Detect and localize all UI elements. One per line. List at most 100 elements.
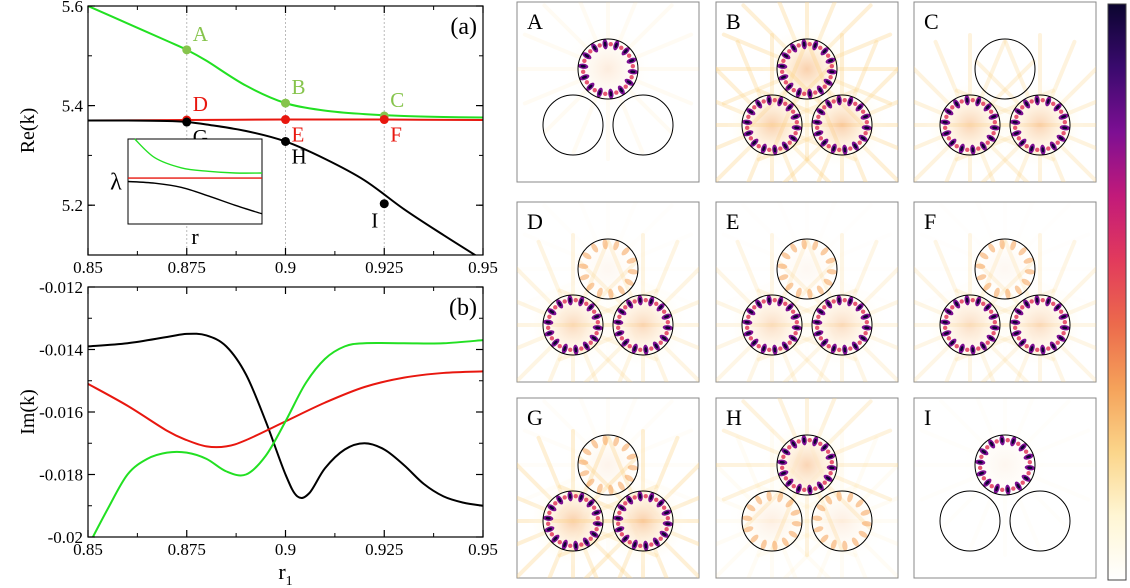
heatmap-label: F (924, 209, 936, 234)
b-series (88, 332, 483, 537)
heatmap-panel-a: A (516, 1, 700, 183)
field-hotspot (741, 515, 753, 521)
a-panel-label: (a) (450, 14, 477, 40)
inset-x-label: r (191, 224, 199, 249)
a-x-tick-label: 0.875 (168, 258, 206, 277)
field-hotspot (860, 509, 871, 516)
field-hotspot (624, 474, 634, 482)
b-ticks: 0.85 0.875 0.9 0.925 0.95 -0.02 -0.018 -0.016 -0… (39, 278, 498, 559)
field-hotspot (813, 526, 824, 533)
cavity-outline (939, 94, 1001, 156)
field-hotspot (579, 274, 590, 281)
a-series-black-line (88, 119, 477, 255)
heatmap-panel-h: H (715, 397, 899, 579)
point-e-marker (281, 115, 290, 125)
field-hotspot (617, 481, 625, 491)
point-e-label: E (292, 123, 305, 147)
cavity-outline (612, 490, 674, 552)
field-hotspot (811, 515, 823, 521)
cavity-outline (1009, 294, 1071, 356)
heatmap-label: C (924, 9, 939, 34)
b-y-axis-label: Im(k) (17, 389, 39, 435)
cavity-outline (741, 490, 803, 552)
a-ticks: 0.85 0.875 0.9 0.925 0.95 5.2 5.4 5.6 (62, 0, 498, 277)
field-hotspot (750, 534, 759, 543)
field-hotspot (1005, 288, 1011, 300)
field-hotspot (830, 539, 837, 550)
cavity-outline (577, 238, 639, 300)
b-series-red-line (88, 370, 483, 449)
b-x-tick-label: 0.925 (365, 540, 403, 559)
field-hotspot (613, 436, 620, 447)
field-hotspot (816, 504, 826, 512)
heatmap-label: A (527, 9, 543, 34)
b-y-tick-label: -0.016 (39, 403, 83, 422)
cavity-outline (811, 294, 873, 356)
field-hotspot (1018, 247, 1027, 256)
cavity-outline (542, 490, 604, 552)
field-hotspot (861, 521, 873, 527)
field-hotspot (781, 252, 791, 260)
field-hotspot (823, 278, 833, 286)
inset-frame (127, 138, 263, 225)
b-y-tick-label: -0.014 (39, 341, 83, 360)
field-hotspot (812, 240, 819, 251)
field-hotspot (746, 504, 756, 512)
a-x-tick-label: 0.85 (73, 258, 103, 277)
a-series-green-line (88, 6, 483, 119)
field-hotspot (596, 483, 603, 494)
b-x-tick-label: 0.9 (275, 540, 296, 559)
point-f-marker (379, 115, 389, 125)
field-hotspot (1014, 285, 1022, 295)
field-hotspot (801, 238, 807, 250)
field-hotspot (602, 434, 608, 446)
field-hotspot (743, 526, 754, 533)
heatmap-label: B (726, 9, 741, 34)
field-hotspot (979, 252, 989, 260)
field-hotspot (795, 287, 802, 298)
cavity-outline (776, 238, 838, 300)
field-hotspot (766, 490, 772, 502)
field-hotspot (617, 285, 625, 295)
b-x-tick-label: 0.85 (73, 540, 103, 559)
field-hotspot (577, 459, 589, 465)
panel-b-im-k: 0.85 0.875 0.9 0.925 0.95 -0.02 -0.018 -0.016 -0… (17, 278, 498, 588)
heatmap-panel-c: C (913, 1, 1097, 183)
point-a-marker (182, 45, 192, 55)
cavity-outline (974, 434, 1036, 496)
field-hotspot (825, 495, 833, 505)
a-y-tick-label: 5.2 (62, 196, 83, 215)
heatmap-label: I (924, 405, 931, 430)
cavity-outline (542, 94, 604, 156)
field-hotspot (627, 465, 639, 471)
point-a-label: A (193, 22, 209, 46)
field-hotspot (596, 287, 603, 298)
field-hotspot (776, 263, 788, 269)
field-hotspot (582, 448, 592, 456)
point-h-label: H (292, 144, 307, 168)
point-i-marker (379, 199, 389, 209)
field-hotspot (586, 282, 595, 291)
field-hotspot (586, 478, 595, 487)
b-y-tick-label: -0.018 (39, 466, 83, 485)
b-series-green-line (91, 339, 483, 537)
field-hotspot (807, 288, 813, 300)
field-hotspot (847, 492, 854, 503)
cavity-outline (577, 434, 639, 496)
field-hotspot (858, 530, 868, 538)
field-hotspot (785, 282, 794, 291)
field-hotspot (790, 509, 801, 516)
point-c-label: C (390, 88, 404, 112)
cavity-outline (577, 38, 639, 100)
cavity-outline (939, 294, 1001, 356)
field-hotspot (993, 287, 1000, 298)
cavity-outline (612, 294, 674, 356)
cavity-outline (612, 94, 674, 156)
field-hotspot (836, 490, 842, 502)
heatmap-label: E (726, 209, 739, 234)
cavity-outline (974, 238, 1036, 300)
a-y-tick-label: 5.4 (62, 97, 84, 116)
cavity-outline (939, 490, 1001, 552)
